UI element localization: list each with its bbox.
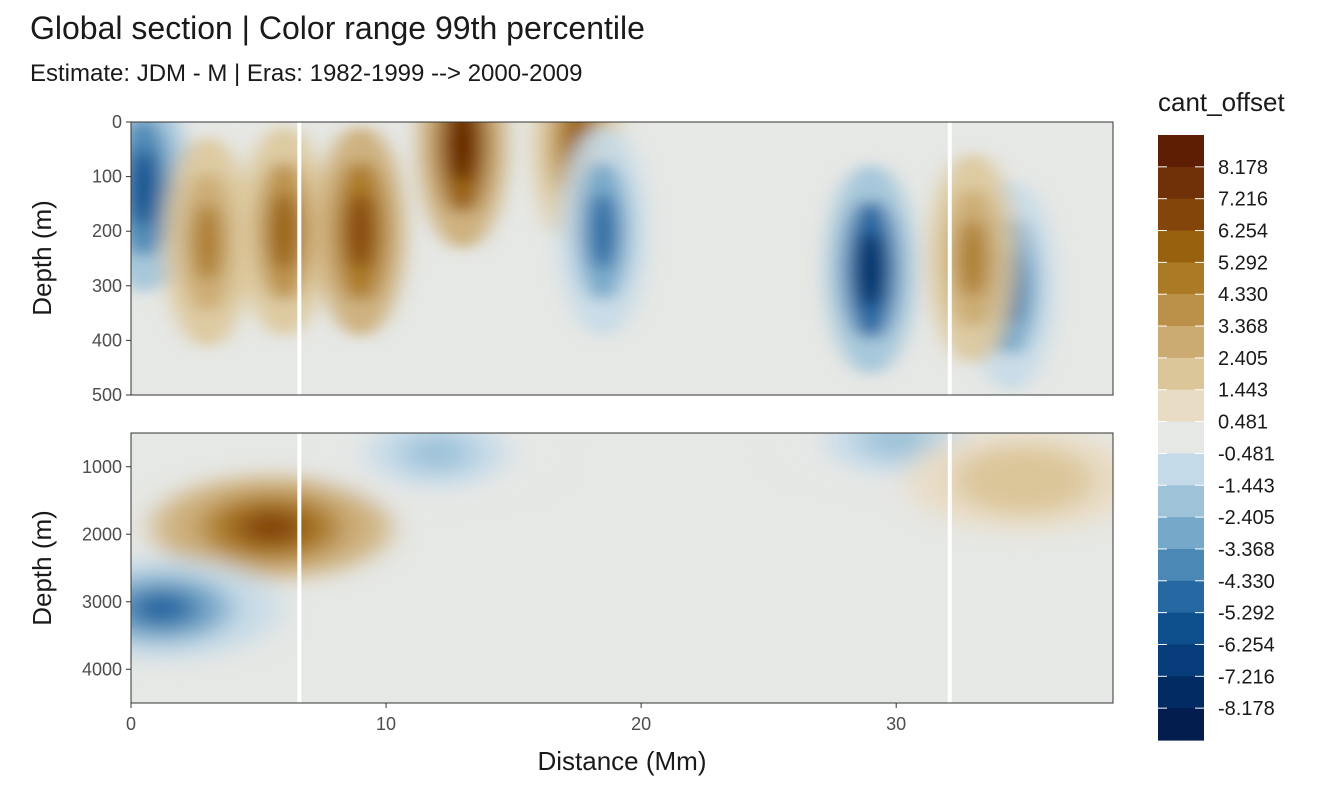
lower-panel: 1000 2000 3000 4000 (82, 432, 1114, 704)
legend-label: 2.405 (1218, 348, 1268, 370)
legend-label: -2.405 (1218, 507, 1275, 529)
legend-label: 6.254 (1218, 221, 1268, 243)
anomaly-core (131, 589, 197, 628)
legend-label: 5.292 (1218, 252, 1268, 274)
legend-label: -3.368 (1218, 539, 1275, 561)
x-axis: 0 10 20 30 (126, 703, 906, 734)
y-tick-label: 3000 (82, 592, 122, 612)
upper-heatmap (131, 122, 1113, 395)
y-tick-label: 100 (92, 167, 122, 187)
legend: cant_offset 8.178 7.216 6.254 5.292 4.330 3.3… (1158, 87, 1286, 741)
anomaly-core (959, 220, 986, 297)
legend-swatch (1158, 644, 1204, 677)
legend-swatch (1158, 580, 1204, 614)
chart-title: Global section | Color range 99th percen… (30, 10, 645, 46)
x-axis-label: Distance (Mm) (537, 746, 706, 776)
data-gap (947, 433, 952, 703)
anomaly-core (194, 203, 221, 281)
heatmap-field (131, 122, 1056, 391)
y-tick-label: 2000 (82, 524, 122, 544)
y-tick-label: 300 (92, 276, 122, 296)
legend-label: 0.481 (1218, 412, 1268, 434)
legend-swatch (1158, 485, 1204, 518)
legend-swatch (1158, 326, 1204, 359)
legend-swatch (1158, 294, 1204, 327)
data-gap (297, 433, 302, 703)
legend-label: -6.254 (1218, 634, 1275, 656)
legend-label: 8.178 (1218, 157, 1268, 179)
data-gap (947, 122, 952, 395)
anomaly-core (271, 192, 298, 270)
anomaly-core (857, 230, 884, 308)
legend-swatch (1158, 198, 1204, 232)
legend-swatch (1158, 548, 1204, 582)
legend-label: -7.216 (1218, 666, 1275, 688)
legend-label: -0.481 (1218, 443, 1275, 465)
legend-swatch (1158, 389, 1204, 423)
legend-swatch (1158, 421, 1204, 455)
anomaly-core (449, 122, 476, 183)
y-tick-label: 0 (112, 112, 122, 132)
upper-panel: 0 100 200 300 400 500 (92, 112, 1114, 405)
lower-heatmap (131, 433, 1113, 703)
legend-swatch (1158, 166, 1204, 200)
anomaly-core (402, 434, 473, 472)
legend-label: -8.178 (1218, 698, 1275, 720)
x-tick-label: 10 (376, 714, 396, 734)
upper-y-axis: 0 100 200 300 400 500 (92, 112, 131, 405)
anomaly-core (589, 192, 616, 270)
legend-swatch (1158, 708, 1204, 741)
legend-title: cant_offset (1158, 87, 1286, 117)
anomaly-core (861, 433, 932, 459)
legend-label: 3.368 (1218, 316, 1268, 338)
y-tick-label: 400 (92, 330, 122, 350)
legend-swatch (1158, 612, 1204, 646)
x-tick-label: 0 (126, 714, 136, 734)
legend-label: 1.443 (1218, 380, 1268, 402)
legend-label: 4.330 (1218, 284, 1268, 306)
y-tick-label: 4000 (82, 659, 122, 679)
anomaly-core (988, 461, 1059, 499)
legend-label: -5.292 (1218, 603, 1275, 625)
legend-label: -4.330 (1218, 571, 1275, 593)
x-tick-label: 30 (886, 714, 906, 734)
legend-swatch (1158, 230, 1204, 263)
legend-label: 7.216 (1218, 189, 1268, 211)
data-gap (297, 122, 302, 395)
legend-swatch (1158, 453, 1204, 486)
y-tick-label: 200 (92, 221, 122, 241)
legend-swatch (1158, 517, 1204, 550)
legend-swatch (1158, 262, 1204, 295)
anomaly-core (236, 508, 307, 547)
x-tick-label: 20 (631, 714, 651, 734)
legend-swatch (1158, 676, 1204, 709)
y-tick-label: 500 (92, 385, 122, 405)
legend-label: -1.443 (1218, 475, 1275, 497)
chart-subtitle: Estimate: JDM - M | Eras: 1982-1999 --> … (30, 60, 583, 87)
anomaly-core (131, 149, 157, 227)
y-tick-label: 1000 (82, 457, 122, 477)
legend-colorbar: 8.178 7.216 6.254 5.292 4.330 3.368 2.405 1.443… (1158, 135, 1275, 741)
legend-swatch (1158, 357, 1204, 391)
heatmap-field (131, 433, 1113, 660)
legend-swatch (1158, 135, 1204, 168)
upper-y-axis-label: Depth (m) (27, 200, 57, 316)
lower-y-axis: 1000 2000 3000 4000 (82, 457, 131, 679)
anomaly-core (347, 192, 374, 270)
lower-y-axis-label: Depth (m) (27, 510, 57, 626)
